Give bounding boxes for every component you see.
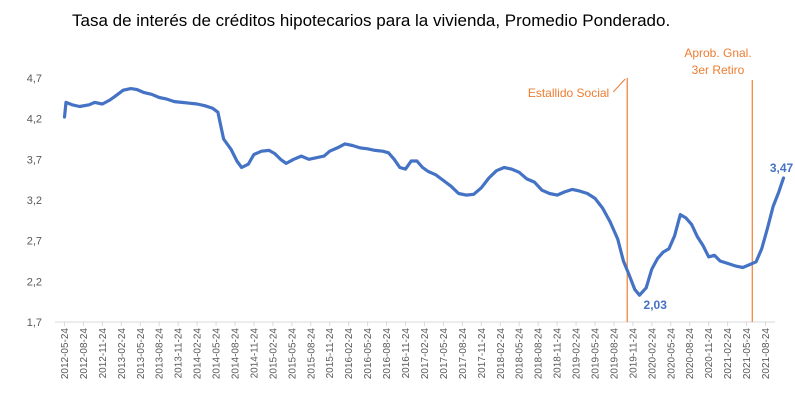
series-layer	[62, 87, 786, 297]
data-label-min: 2,03	[644, 298, 668, 312]
x-tick-label: 2012-08-24	[79, 328, 90, 380]
y-tick-label: 3,7	[27, 154, 42, 166]
x-tick-label: 2013-11-24	[174, 328, 185, 379]
data-labels: 3,47 2,03	[644, 161, 794, 312]
x-axis-ticks: 2012-05-24 2012-08-24 2012-11-24 2013-02-24…	[60, 322, 772, 379]
x-tick-label: 2018-08-24	[534, 328, 545, 380]
x-tick-label: 2012-11-24	[98, 328, 109, 379]
x-tick-label: 2017-05-24	[439, 328, 450, 380]
data-label-last: 3,47	[770, 161, 794, 175]
chart-title: Tasa de interés de créditos hipotecarios…	[72, 11, 670, 30]
x-tick-label: 2019-11-24	[628, 328, 639, 379]
x-tick-label: 2021-08-24	[761, 328, 772, 380]
y-tick-label: 2,7	[27, 236, 42, 248]
x-tick-label: 2017-08-24	[458, 328, 469, 380]
x-tick-label: 2014-05-24	[212, 328, 223, 380]
y-tick-label: 1,7	[27, 317, 42, 329]
x-tick-label: 2019-02-24	[572, 328, 583, 380]
x-tick-label: 2020-05-24	[666, 328, 677, 380]
annotation-label-estallido: Estallido Social	[528, 86, 609, 100]
x-tick-label: 2015-08-24	[306, 328, 317, 380]
x-tick-label: 2012-05-24	[60, 328, 71, 380]
x-tick-label: 2016-05-24	[363, 328, 374, 380]
x-tick-label: 2016-11-24	[401, 328, 412, 379]
x-tick-label: 2017-11-24	[477, 328, 488, 379]
annotations: Estallido Social Aprob. Gnal. 3er Retiro	[528, 46, 753, 322]
x-tick-label: 2017-02-24	[420, 328, 431, 380]
x-tick-label: 2018-11-24	[553, 328, 564, 379]
x-tick-label: 2015-11-24	[325, 328, 336, 379]
x-tick-label: 2021-02-24	[723, 328, 734, 380]
x-tick-label: 2020-08-24	[685, 328, 696, 380]
x-tick-label: 2020-02-24	[647, 328, 658, 380]
annotation-leader	[612, 78, 626, 93]
x-tick-label: 2020-11-24	[704, 328, 715, 379]
y-tick-label: 4,7	[27, 73, 42, 85]
x-tick-label: 2013-05-24	[136, 328, 147, 380]
x-tick-label: 2018-05-24	[515, 328, 526, 380]
series-line	[62, 87, 786, 297]
x-tick-label: 2016-08-24	[382, 328, 393, 380]
x-tick-label: 2014-11-24	[249, 328, 260, 379]
x-tick-label: 2015-02-24	[268, 328, 279, 380]
y-tick-label: 3,2	[27, 195, 42, 207]
annotation-label-retiro-line2: 3er Retiro	[692, 63, 745, 77]
x-tick-label: 2016-02-24	[344, 328, 355, 380]
x-tick-label: 2015-05-24	[287, 328, 298, 380]
x-tick-label: 2018-02-24	[496, 328, 507, 380]
x-tick-label: 2014-08-24	[231, 328, 242, 380]
x-tick-label: 2014-02-24	[193, 328, 204, 380]
x-tick-label: 2021-05-24	[742, 328, 753, 380]
x-tick-label: 2019-05-24	[591, 328, 602, 380]
x-tick-label: 2013-08-24	[155, 328, 166, 380]
x-tick-label: 2013-02-24	[117, 328, 128, 380]
y-tick-label: 4,2	[27, 114, 42, 126]
x-tick-label: 2019-08-24	[609, 328, 620, 380]
annotation-label-retiro-line1: Aprob. Gnal.	[684, 46, 751, 60]
y-tick-label: 2,2	[27, 276, 42, 288]
y-axis-ticks: 1,7 2,2 2,7 3,2 3,7 4,2 4,7	[27, 73, 42, 329]
